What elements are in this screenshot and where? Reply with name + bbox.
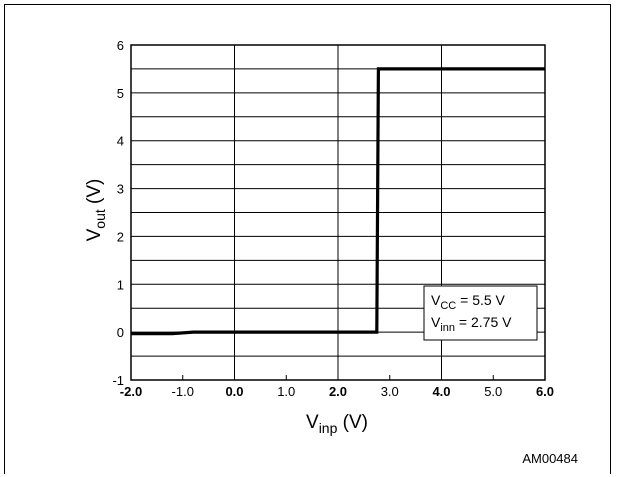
plot-area [130, 44, 546, 381]
grid [130, 44, 546, 381]
plot-border [130, 44, 546, 381]
figure-id: AM00484 [522, 451, 578, 466]
y-tick-labels: -1 0 1 2 3 4 5 6 [112, 38, 124, 388]
series-line [131, 67, 545, 336]
y-tick-label: 5 [117, 86, 124, 101]
x-tick-label: 2.0 [329, 384, 347, 399]
y-tick-label: 2 [117, 229, 124, 244]
x-tick-label: 6.0 [536, 384, 554, 399]
annotation-box: VCC = 5.5 V Vinn = 2.75 V [423, 285, 538, 341]
figure-frame [4, 4, 611, 474]
y-tick-label: 4 [117, 134, 124, 149]
x-tick-label: 1.0 [277, 384, 295, 399]
annotation-vcc: VCC = 5.5 V [431, 292, 506, 312]
x-tick-label: -1.0 [172, 384, 194, 399]
y-tick-label: 1 [117, 277, 124, 292]
y-axis-label: Vout (V) [84, 179, 108, 242]
y-tick-label: -1 [112, 373, 124, 388]
x-axis-label: Vinp (V) [306, 412, 368, 436]
series-layer [131, 67, 545, 336]
annotation-vinn: Vinn = 2.75 V [431, 314, 512, 334]
x-tick-label: 4.0 [432, 384, 450, 399]
x-tick-label: 0.0 [225, 384, 243, 399]
x-tick-label: 5.0 [484, 384, 502, 399]
y-tick-label: 0 [117, 325, 124, 340]
x-tick-labels: -2.0 -1.0 0.0 1.0 2.0 3.0 4.0 5.0 6.0 [120, 384, 554, 399]
x-tick-label: 3.0 [381, 384, 399, 399]
x-tick-label: -2.0 [120, 384, 142, 399]
y-tick-label: 3 [117, 182, 124, 197]
y-tick-label: 6 [117, 38, 124, 53]
